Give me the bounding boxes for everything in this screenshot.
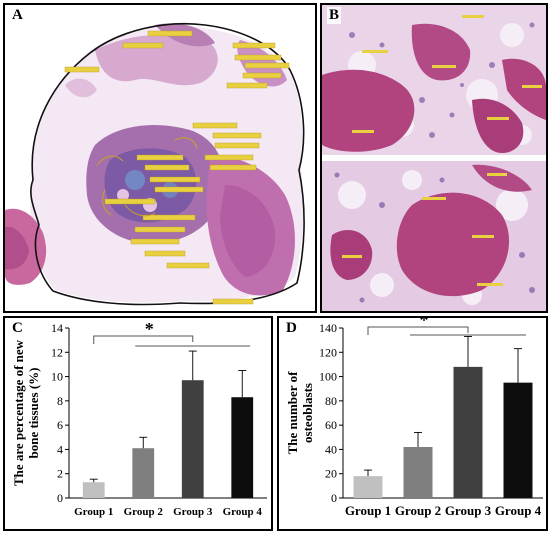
significance-star: *: [420, 318, 429, 330]
significance-bracket: [93, 335, 194, 344]
category-label: Group 3: [173, 506, 213, 518]
y-tick-label: 14: [51, 321, 63, 335]
y-axis-label-line: The number of: [285, 371, 300, 454]
bar-1: [82, 482, 105, 498]
category-label: Group 1: [74, 506, 113, 518]
bar-3: [453, 366, 483, 498]
panel-c-label: C: [10, 320, 25, 337]
y-tick-label: 120: [319, 345, 337, 359]
category-label: Group 4: [495, 503, 542, 518]
panel-a-label: A: [10, 7, 25, 24]
y-tick-label: 80: [325, 394, 337, 408]
y-axis-label: The number ofosteoblasts: [285, 371, 315, 454]
y-axis-label: The are percentage of newbone tissues (%…: [11, 339, 41, 486]
y-tick-label: 40: [325, 442, 337, 456]
bar-3: [181, 380, 204, 498]
significance-bracket: [367, 326, 469, 335]
y-tick-label: 6: [57, 418, 63, 432]
category-label: Group 2: [124, 506, 164, 518]
bar-1: [353, 476, 383, 498]
panel-c: 0 2 4 6 8 10 12 14 Group 1 Group 2 Group 3 Group 4 *…: [3, 316, 273, 531]
y-tick-label: 12: [51, 345, 63, 359]
y-axis-label-line: The are percentage of new: [11, 339, 26, 486]
panel-a: A: [3, 3, 317, 313]
y-tick-label: 140: [319, 321, 337, 335]
y-tick-label: 2: [57, 467, 63, 481]
y-tick-label: 0: [331, 491, 337, 505]
y-tick-label: 4: [57, 442, 63, 456]
y-tick-label: 60: [325, 418, 337, 432]
chart-new-bone-percentage: 0 2 4 6 8 10 12 14 Group 1 Group 2 Group 3 Group 4 *…: [11, 319, 267, 518]
category-label: Group 2: [395, 503, 441, 518]
panel-b: B: [320, 3, 548, 313]
bar-4: [231, 397, 254, 498]
bar-4: [503, 382, 533, 498]
y-axis-label-line: bone tissues (%): [26, 367, 41, 458]
y-axis-label-line: osteoblasts: [300, 383, 315, 443]
y-tick-label: 10: [51, 370, 63, 384]
panel-d-label: D: [284, 320, 299, 337]
y-tick-label: 100: [319, 370, 337, 384]
bar-2: [403, 447, 433, 498]
category-label: Group 1: [345, 503, 391, 518]
y-tick-label: 0: [57, 491, 63, 505]
y-tick-label: 8: [57, 394, 63, 408]
category-label: Group 4: [223, 506, 263, 518]
histology-overview-image: [5, 5, 315, 311]
y-tick-label: 20: [325, 467, 337, 481]
histology-micrographs: [322, 5, 546, 311]
significance-star: *: [145, 319, 154, 339]
category-label: Group 3: [445, 503, 492, 518]
panel-b-label: B: [327, 7, 342, 24]
bar-2: [132, 448, 155, 498]
